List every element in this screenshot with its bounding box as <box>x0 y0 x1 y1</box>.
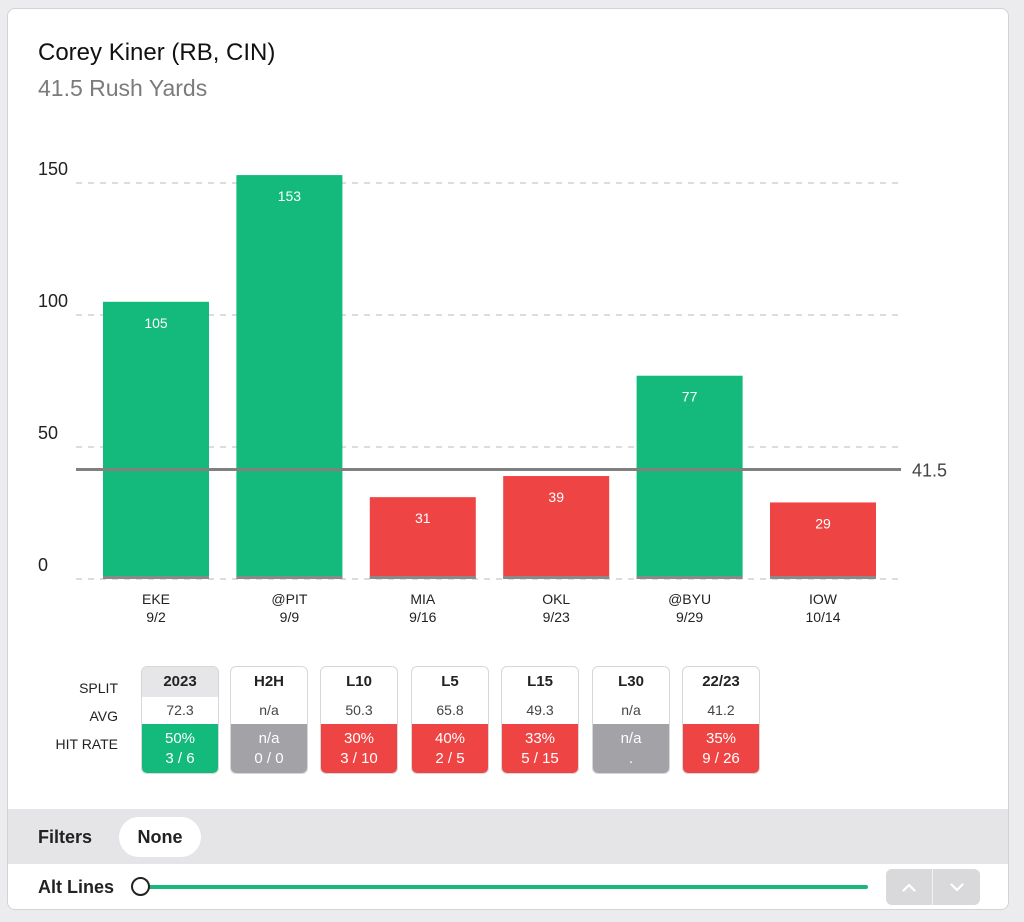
hit-rate-percent: 35% <box>705 730 737 747</box>
bar-value-label: 153 <box>278 188 302 204</box>
alt-lines-slider-knob[interactable] <box>131 877 150 896</box>
bar <box>103 301 209 579</box>
bar <box>503 476 610 579</box>
prop-line-label: 41.5 <box>912 460 947 480</box>
avg-row-label: AVG <box>89 708 118 724</box>
x-date-label: 9/16 <box>409 609 436 625</box>
bar-value-label: 39 <box>548 489 564 505</box>
split-label: L5 <box>441 673 459 690</box>
filters-label: Filters <box>38 827 93 847</box>
x-date-label: 9/23 <box>543 609 570 625</box>
split-hit-rate: 30% 3 / 10 <box>321 724 397 773</box>
filters-bar: Filters None <box>8 809 1008 864</box>
split-label: L10 <box>346 673 372 690</box>
bar <box>236 175 343 579</box>
split-avg: n/a <box>621 702 641 718</box>
split-column[interactable]: L30 n/a n/a. <box>592 666 670 774</box>
split-column[interactable]: H2H n/a n/a 0 / 0 <box>230 666 308 774</box>
split-avg: 41.2 <box>707 702 735 718</box>
split-hit-rate: 50% 3 / 6 <box>142 724 218 773</box>
split-column[interactable]: L5 65.8 40% 2 / 5 <box>411 666 489 774</box>
split-label: 22/23 <box>702 673 740 690</box>
bar-baseline <box>503 576 610 579</box>
hit-rate-count: 5 / 15 <box>521 750 559 767</box>
split-column[interactable]: L10 50.3 30% 3 / 10 <box>320 666 398 774</box>
splits-table: SPLIT AVG HIT RATE 2023 72.3 50% 3 / 6 H2H n/… <box>8 666 1008 776</box>
split-hit-rate: n/a 0 / 0 <box>231 724 307 773</box>
chevron-up-icon <box>902 883 916 892</box>
split-row-label: SPLIT <box>79 680 118 696</box>
x-category-label: @BYU <box>668 591 711 607</box>
hit-rate-count: 3 / 6 <box>165 750 195 767</box>
hit-rate-percent: n/a <box>620 730 642 747</box>
chevron-down-icon <box>949 882 964 891</box>
split-column[interactable]: 2023 72.3 50% 3 / 6 <box>141 666 219 774</box>
prop-card: Corey Kiner (RB, CIN) 41.5 Rush Yards 0 5… <box>7 8 1009 910</box>
split-label: 2023 <box>142 667 218 697</box>
split-avg: 65.8 <box>436 702 464 718</box>
bar <box>369 497 476 579</box>
hit-rate-count: 2 / 5 <box>435 750 465 767</box>
split-avg: 50.3 <box>345 702 373 718</box>
x-date-label: 10/14 <box>805 609 840 625</box>
x-category-label: IOW <box>809 591 838 607</box>
hit-rate-count: 9 / 26 <box>702 750 740 767</box>
y-tick-label: 0 <box>38 555 48 575</box>
filter-none-pill[interactable]: None <box>119 817 201 857</box>
bar-baseline <box>770 576 876 579</box>
split-avg: n/a <box>259 702 279 718</box>
hit-rate-percent: 30% <box>343 730 375 747</box>
hit-rate-percent: 33% <box>524 730 556 747</box>
split-label: L30 <box>618 673 644 690</box>
split-avg: 72.3 <box>166 702 194 718</box>
bar-baseline <box>103 576 209 579</box>
x-date-label: 9/2 <box>146 609 166 625</box>
alt-lines-stepper <box>886 869 980 905</box>
hit-rate-percent: n/a <box>258 730 280 747</box>
x-category-label: OKL <box>542 591 570 607</box>
split-column[interactable]: 22/23 41.2 35% 9 / 26 <box>682 666 760 774</box>
player-title: Corey Kiner (RB, CIN) <box>38 39 276 66</box>
x-category-label: @PIT <box>271 591 307 607</box>
x-category-label: EKE <box>142 591 170 607</box>
bar-value-label: 31 <box>415 510 431 526</box>
hit-rate-count: . <box>628 750 634 767</box>
alt-lines-slider-track[interactable] <box>140 885 868 889</box>
line-down-button[interactable] <box>933 869 980 905</box>
bar <box>636 375 743 579</box>
alt-lines-bar: Alt Lines <box>8 864 1008 909</box>
bar-value-label: 29 <box>815 515 831 531</box>
split-hit-rate: n/a. <box>593 724 669 773</box>
alt-lines-label: Alt Lines <box>38 877 115 897</box>
x-date-label: 9/29 <box>676 609 703 625</box>
hit-rate-percent: 50% <box>164 730 196 747</box>
split-label: L15 <box>527 673 553 690</box>
split-hit-rate: 33% 5 / 15 <box>502 724 578 773</box>
bar-baseline <box>236 576 343 579</box>
prop-line-subtitle: 41.5 Rush Yards <box>38 75 208 101</box>
y-tick-label: 50 <box>38 423 58 443</box>
bar-value-label: 105 <box>144 315 168 331</box>
bar-value-label: 77 <box>682 389 698 405</box>
split-hit-rate: 35% 9 / 26 <box>683 724 759 773</box>
split-avg: 49.3 <box>526 702 554 718</box>
bar-baseline <box>636 576 743 579</box>
hit-rate-row-label: HIT RATE <box>55 736 119 752</box>
split-hit-rate: 40% 2 / 5 <box>412 724 488 773</box>
rush-yards-bar-chart: 0 50 100 150 105 EKE 9/2 153 @PIT 9/9 31 MIA 9/16 39 O… <box>38 159 947 625</box>
hit-rate-percent: 40% <box>434 730 466 747</box>
y-tick-label: 100 <box>38 291 68 311</box>
x-category-label: MIA <box>410 591 436 607</box>
line-up-button[interactable] <box>886 869 933 905</box>
x-date-label: 9/9 <box>280 609 300 625</box>
hit-rate-count: 3 / 10 <box>340 750 378 767</box>
split-label: H2H <box>253 673 284 690</box>
bar <box>770 502 876 579</box>
hit-rate-count: 0 / 0 <box>254 750 284 767</box>
bar-baseline <box>369 576 476 579</box>
split-column[interactable]: L15 49.3 33% 5 / 15 <box>501 666 579 774</box>
y-tick-label: 150 <box>38 159 68 179</box>
